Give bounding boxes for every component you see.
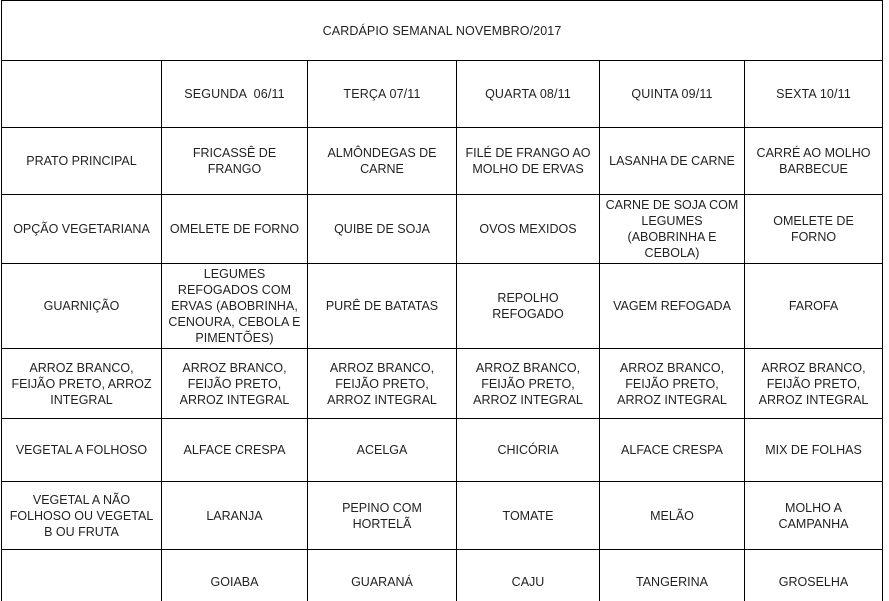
day-header-sexta: SEXTA 10/11 (743, 60, 884, 128)
cell-opcao-vegetariana-terca: QUIBE DE SOJA (307, 194, 457, 264)
day-header-quinta: QUINTA 09/11 (599, 60, 745, 128)
row-label-vegetal-a-folhoso: VEGETAL A FOLHOSO (1, 418, 162, 482)
cell-refrescos-1-sexta: GROSELHA (743, 549, 884, 601)
cell-guarnicao-segunda: LEGUMES REFOGADOS COM ERVAS (ABOBRINHA, … (161, 263, 308, 349)
cell-refrescos-1-quinta: TANGERINA (599, 549, 745, 601)
cell-arroz-feijao-quarta: ARROZ BRANCO, FEIJÃO PRETO, ARROZ INTEGR… (456, 348, 600, 419)
cell-arroz-feijao-sexta: ARROZ BRANCO, FEIJÃO PRETO, ARROZ INTEGR… (743, 348, 884, 419)
cell-prato-principal-terca: ALMÔNDEGAS DE CARNE (307, 127, 457, 195)
cell-opcao-vegetariana-quinta: CARNE DE SOJA COM LEGUMES (ABOBRINHA E C… (599, 194, 745, 264)
cell-arroz-feijao-quinta: ARROZ BRANCO, FEIJÃO PRETO, ARROZ INTEGR… (599, 348, 745, 419)
cell-vegetal-nao-folhoso-segunda: LARANJA (161, 481, 308, 550)
table-row-guarnicao: GUARNIÇÃO LEGUMES REFOGADOS COM ERVAS (A… (1, 263, 884, 349)
day-header-terca: TERÇA 07/11 (307, 60, 457, 128)
cell-refrescos-1-terca: GUARANÁ (307, 549, 457, 601)
cell-vegetal-a-folhoso-terca: ACELGA (307, 418, 457, 482)
cell-prato-principal-quarta: FILÉ DE FRANGO AO MOLHO DE ERVAS (456, 127, 600, 195)
cell-refrescos-1-segunda: GOIABA (161, 549, 308, 601)
table-corner-cell (1, 60, 162, 128)
cell-prato-principal-quinta: LASANHA DE CARNE (599, 127, 745, 195)
cell-refrescos-1-quarta: CAJU (456, 549, 600, 601)
row-label-refrescos: REFRESCOS (1, 549, 162, 601)
cell-guarnicao-quinta: VAGEM REFOGADA (599, 263, 745, 349)
cell-prato-principal-sexta: CARRÉ AO MOLHO BARBECUE (743, 127, 884, 195)
cell-guarnicao-sexta: FAROFA (743, 263, 884, 349)
row-label-prato-principal: PRATO PRINCIPAL (1, 127, 162, 195)
table-row-arroz-feijao: ARROZ BRANCO, FEIJÃO PRETO, ARROZ INTEGR… (1, 348, 884, 419)
cell-vegetal-a-folhoso-segunda: ALFACE CRESPA (161, 418, 308, 482)
cell-guarnicao-terca: PURÊ DE BATATAS (307, 263, 457, 349)
cell-vegetal-nao-folhoso-sexta: MOLHO A CAMPANHA (743, 481, 884, 550)
cell-vegetal-nao-folhoso-quinta: MELÃO (599, 481, 745, 550)
cell-opcao-vegetariana-sexta: OMELETE DE FORNO (743, 194, 884, 264)
cell-arroz-feijao-segunda: ARROZ BRANCO, FEIJÃO PRETO, ARROZ INTEGR… (161, 348, 308, 419)
cell-opcao-vegetariana-segunda: OMELETE DE FORNO (161, 194, 308, 264)
cell-vegetal-a-folhoso-quinta: ALFACE CRESPA (599, 418, 745, 482)
page-title: CARDÁPIO SEMANAL NOVEMBRO/2017 (0, 0, 884, 61)
row-label-arroz-feijao: ARROZ BRANCO, FEIJÃO PRETO, ARROZ INTEGR… (1, 348, 162, 419)
cell-opcao-vegetariana-quarta: OVOS MEXIDOS (456, 194, 600, 264)
row-label-opcao-vegetariana: OPÇÃO VEGETARIANA (1, 194, 162, 264)
cell-arroz-feijao-terca: ARROZ BRANCO, FEIJÃO PRETO, ARROZ INTEGR… (307, 348, 457, 419)
cell-vegetal-nao-folhoso-terca: PEPINO COM HORTELÃ (307, 481, 457, 550)
row-label-guarnicao: GUARNIÇÃO (1, 263, 162, 349)
table-row-vegetal-a-folhoso: VEGETAL A FOLHOSO ALFACE CRESPA ACELGA C… (1, 418, 884, 482)
table-row-opcao-vegetariana: OPÇÃO VEGETARIANA OMELETE DE FORNO QUIBE… (1, 194, 884, 264)
title-row: CARDÁPIO SEMANAL NOVEMBRO/2017 (0, 0, 884, 61)
day-header-segunda: SEGUNDA 06/11 (161, 60, 308, 128)
table-row-vegetal-nao-folhoso: VEGETAL A NÃO FOLHOSO OU VEGETAL B OU FR… (1, 481, 884, 550)
row-label-vegetal-nao-folhoso: VEGETAL A NÃO FOLHOSO OU VEGETAL B OU FR… (1, 481, 162, 550)
day-header-row: SEGUNDA 06/11 TERÇA 07/11 QUARTA 08/11 Q… (1, 60, 884, 128)
day-header-quarta: QUARTA 08/11 (456, 60, 600, 128)
table-row-prato-principal: PRATO PRINCIPAL FRICASSÊ DE FRANGO ALMÔN… (1, 127, 884, 195)
cell-vegetal-nao-folhoso-quarta: TOMATE (456, 481, 600, 550)
cell-vegetal-a-folhoso-quarta: CHICÓRIA (456, 418, 600, 482)
cell-vegetal-a-folhoso-sexta: MIX DE FOLHAS (743, 418, 884, 482)
cell-guarnicao-quarta: REPOLHO REFOGADO (456, 263, 600, 349)
table-row-refrescos-1: REFRESCOS GOIABA GUARANÁ CAJU TANGERINA … (1, 549, 884, 601)
cell-prato-principal-segunda: FRICASSÊ DE FRANGO (161, 127, 308, 195)
